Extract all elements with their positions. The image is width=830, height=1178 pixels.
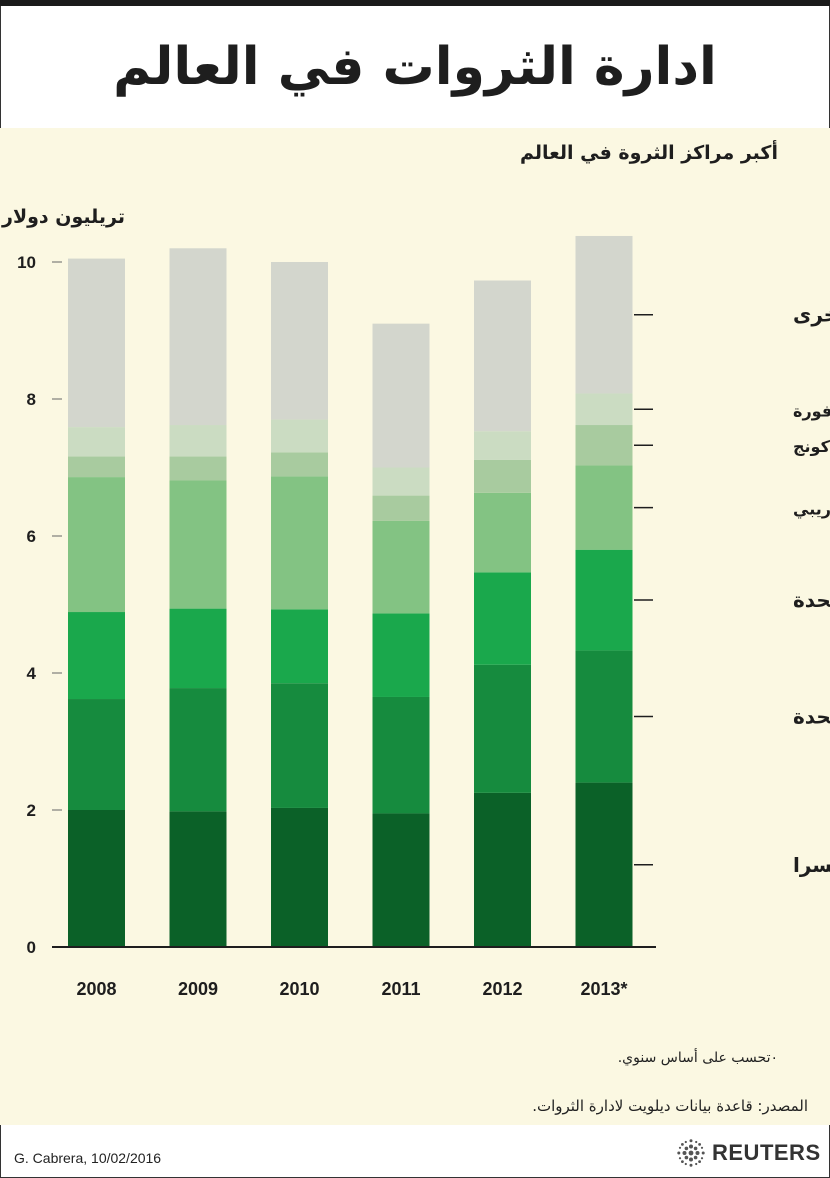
bar-segment — [271, 476, 328, 610]
bar-segment — [68, 258, 125, 428]
reuters-logo-icon — [677, 1139, 705, 1167]
x-tick-label: 2013* — [580, 979, 627, 999]
page-title: ادارة الثروات في العالم — [113, 37, 717, 97]
bar-segment — [575, 650, 633, 783]
bar-segment — [372, 696, 430, 814]
bar-segment — [474, 492, 531, 573]
legend-label: بنما والكاريبي — [793, 500, 830, 520]
legend-label: هونج كونج — [793, 437, 830, 456]
bar-segment — [575, 549, 633, 651]
bar-segment — [372, 467, 430, 496]
x-tick-label: 2012 — [482, 979, 522, 999]
bar-segment — [169, 811, 227, 947]
bar-segment — [169, 425, 227, 457]
bar-segment — [474, 572, 531, 665]
credit-line: G. Cabrera, 10/02/2016 — [14, 1150, 162, 1166]
bar-segment — [474, 792, 531, 947]
legend-label: أخرى — [793, 301, 830, 327]
bar-segment — [575, 465, 633, 550]
legend-label: سنغافورة — [793, 401, 830, 420]
bar-segment — [271, 419, 328, 453]
x-tick-label: 2009 — [178, 979, 218, 999]
bar-segment — [169, 480, 227, 609]
bar-segment — [271, 452, 328, 477]
bar-segment — [169, 248, 227, 426]
bar-segment — [68, 477, 125, 613]
bar-segment — [575, 393, 633, 426]
bar-segment — [271, 807, 328, 947]
y-tick-label: 4 — [27, 664, 37, 683]
top-rule — [0, 0, 830, 6]
y-axis-label: تريليون دولار — [2, 206, 125, 228]
x-tick-label: 2010 — [279, 979, 319, 999]
y-tick-label: 0 — [27, 938, 36, 957]
bar-segment — [372, 813, 430, 947]
bar-segment — [169, 456, 227, 481]
x-tick-label: 2011 — [381, 979, 420, 999]
bar-segment — [474, 431, 531, 460]
legend-label: المملكة المتحدة — [793, 704, 830, 728]
bar-segment — [271, 609, 328, 684]
bar-segment — [575, 782, 633, 947]
y-tick-label: 8 — [27, 390, 36, 409]
footnote: ٠تحسب على أساس سنوي. — [617, 1050, 778, 1066]
legend-label: الولايات المتحدة — [793, 588, 830, 612]
y-tick-label: 6 — [27, 527, 36, 546]
legend-label: سويسرا — [793, 853, 830, 877]
bar-segment — [372, 520, 430, 614]
bar-segment — [68, 427, 125, 457]
brand-name: REUTERS — [712, 1140, 821, 1165]
y-tick-label: 10 — [17, 253, 36, 272]
bar-segment — [474, 459, 531, 493]
source-line: المصدر: قاعدة بيانات ديلويت لادارة الثرو… — [532, 1097, 808, 1115]
bar-segment — [474, 664, 531, 793]
bar-segment — [169, 688, 227, 812]
bar-segment — [372, 613, 430, 697]
bar-segment — [68, 612, 125, 700]
bar-segment — [68, 810, 125, 947]
brand-logo: REUTERS — [676, 1138, 821, 1168]
bar-segment — [271, 262, 328, 420]
bar-segment — [169, 608, 227, 689]
bar-segment — [575, 425, 633, 466]
y-tick-label: 2 — [27, 801, 36, 820]
bar-segment — [474, 280, 531, 432]
bar-segment — [372, 323, 430, 468]
bar-segment — [575, 235, 633, 394]
bar-segment — [68, 456, 125, 478]
x-tick-label: 2008 — [76, 979, 116, 999]
bar-segment — [271, 683, 328, 808]
chart-title: أكبر مراكز الثروة في العالم — [519, 142, 778, 164]
bar-segment — [372, 495, 430, 521]
bar-segment — [68, 699, 125, 810]
